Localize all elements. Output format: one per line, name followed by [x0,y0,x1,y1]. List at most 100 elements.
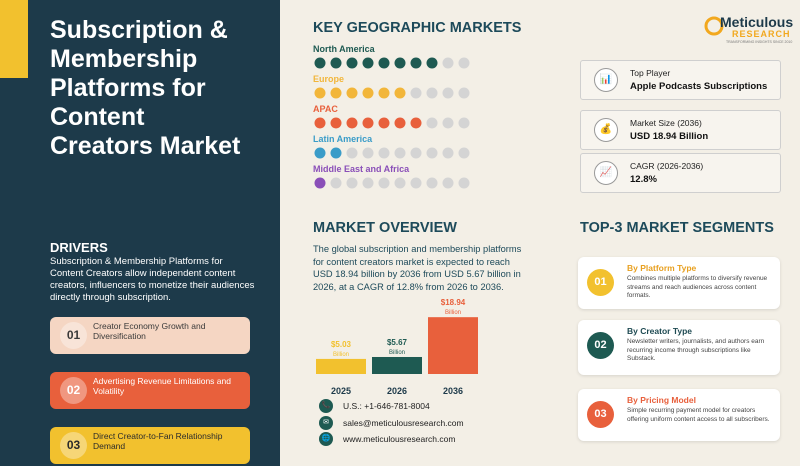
markets-heading: KEY GEOGRAPHIC MARKETS [313,20,522,36]
contact-icon: ✉ [319,415,333,430]
region-dot [314,177,326,189]
stat-card [580,110,781,150]
region-dot [378,117,390,129]
driver-text: Creator Economy Growth and Diversificati… [93,321,206,341]
region-name: Europe [313,74,345,84]
region-dot [426,57,438,69]
driver-number: 02 [60,377,87,404]
bar [372,356,422,374]
logo-name: Meticulous [720,14,794,30]
empty-dot [410,147,422,159]
value-label: $18.94 [441,298,466,307]
stat-icon: 💰 [594,118,618,142]
contact-icon: 🌐 [319,432,333,446]
empty-dot [378,147,390,159]
region-dot [330,57,342,69]
contact-icon: 📞 [319,399,333,413]
region-dot [330,117,342,129]
region-dot [346,117,358,129]
empty-dot [410,177,422,189]
driver-card [50,427,250,464]
region-name: APAC [313,104,338,114]
empty-dot [426,177,438,189]
contact-text: sales@meticulousresearch.com [343,417,464,428]
region-dot [314,117,326,129]
segment-text: Combines multiple platforms to diversify… [627,275,768,299]
empty-dot [330,177,342,189]
segment-number: 03 [587,401,614,428]
empty-dot [346,177,358,189]
driver-number: 03 [60,432,87,459]
x-tick-label: 2025 [331,386,351,396]
stat-value: 12.8% [630,174,657,185]
stat-value: Apple Podcasts Subscriptions [630,81,768,92]
region-dot [314,87,326,99]
contact-text: U.S.: +1-646-781-8004 [343,401,430,411]
region-name: Middle East and Africa [313,164,410,174]
region-name: North America [313,44,375,54]
empty-dot [458,147,470,159]
empty-dot [458,117,470,129]
value-label: $5.67 [387,338,408,347]
empty-dot [458,87,470,99]
bar [316,358,366,374]
driver-text: Direct Creator-to-Fan Relationship Deman… [93,431,223,451]
logo-icon [704,16,724,36]
region-dot [346,87,358,99]
region-dot [394,87,406,99]
corner-accent [0,0,28,78]
contact-text: www.meticulousresearch.com [343,434,456,444]
region-dot [378,57,390,69]
region-dot [362,87,374,99]
stat-label: CAGR (2026-2036) [630,161,704,171]
segments-heading: TOP-3 MARKET SEGMENTS [580,220,774,236]
drivers-heading: DRIVERS [50,240,108,255]
empty-dot [458,177,470,189]
empty-dot [426,117,438,129]
empty-dot [442,117,454,129]
empty-dot [442,177,454,189]
region-dot [378,87,390,99]
region-dot [330,147,342,159]
region-dot [314,57,326,69]
empty-dot [458,57,470,69]
empty-dot [394,177,406,189]
empty-dot [378,177,390,189]
logo-sub: RESEARCH [732,29,791,39]
empty-dot [346,147,358,159]
region-dot [346,57,358,69]
stat-value: USD 18.94 Billion [630,131,709,142]
region-dot [394,57,406,69]
driver-card [50,317,250,354]
value-label: $5.03 [331,340,352,349]
empty-dot [362,147,374,159]
stat-icon: 📈 [594,161,618,185]
region-dot [330,87,342,99]
driver-text: Advertising Revenue Limitations and Vola… [93,376,231,396]
x-tick-label: 2036 [443,386,463,396]
overview-text: The global subscription and membership p… [313,244,522,292]
segment-number: 01 [587,269,614,296]
empty-dot [362,177,374,189]
value-unit: Billion [389,350,405,356]
empty-dot [442,57,454,69]
region-dot [362,57,374,69]
empty-dot [426,87,438,99]
title: Subscription & Membership Platforms for … [50,16,241,160]
value-unit: Billion [445,310,461,316]
segment-text: Newsletter writers, journalists, and aut… [627,338,765,362]
segment-text: Simple recurring payment model for creat… [627,407,770,423]
x-tick-label: 2026 [387,386,407,396]
bar [428,317,478,374]
logo-tagline: TRANSFORMING INSIGHTS SINCE 2010 [726,40,793,44]
empty-dot [410,87,422,99]
region-dot [410,57,422,69]
region-dot [410,117,422,129]
overview-heading: MARKET OVERVIEW [313,220,457,236]
stat-icon: 📊 [594,68,618,92]
region-dot [394,117,406,129]
driver-number: 01 [60,322,87,349]
empty-dot [442,147,454,159]
segment-title: By Creator Type [627,326,693,336]
